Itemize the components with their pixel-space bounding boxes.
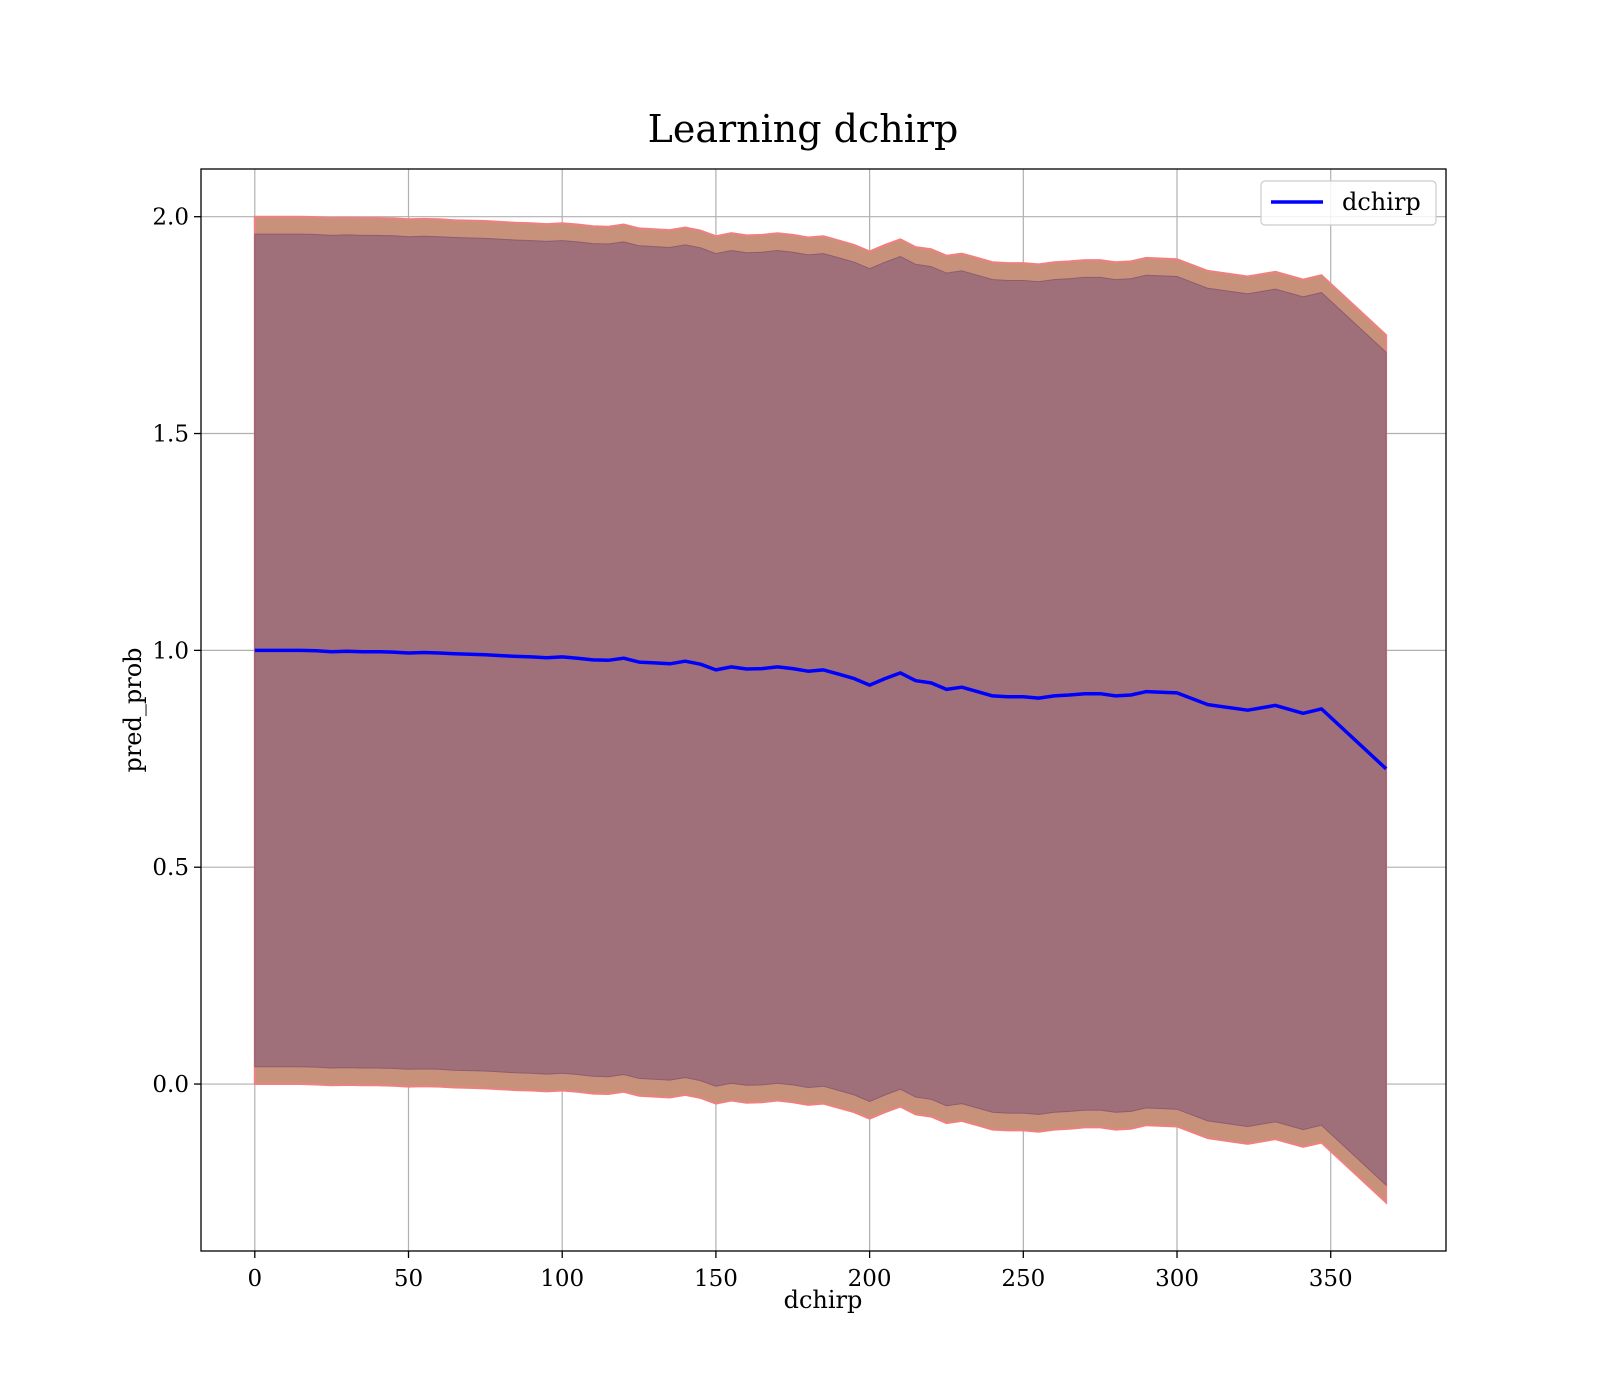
legend-box: [1260, 180, 1437, 226]
x-tick-label: 50: [394, 1266, 423, 1292]
y-tick-label: 2.0: [152, 205, 189, 231]
y-axis-label: pred_prob: [119, 647, 147, 772]
x-tick-label: 350: [1309, 1266, 1353, 1292]
series-lines: [254, 648, 1388, 771]
x-axis: 0 50 100 150 200 250 300 350: [247, 1251, 1353, 1292]
x-tick-label: 0: [247, 1266, 262, 1292]
legend-label: dchirp: [1342, 188, 1421, 216]
x-tick-label: 100: [540, 1266, 584, 1292]
chart-title: Learning dchirp: [648, 107, 959, 151]
x-tick-label: 200: [848, 1266, 892, 1292]
y-tick-label: 0.5: [152, 855, 189, 881]
series-line-dchirp: [254, 648, 1388, 771]
y-tick-label: 0.0: [152, 1072, 189, 1098]
x-tick-label: 150: [694, 1266, 738, 1292]
confidence-bands: [253, 215, 1388, 1205]
legend: dchirp: [1260, 180, 1437, 226]
plot-area-frame: [200, 168, 1447, 1252]
inner-confidence-band: [254, 233, 1387, 1187]
y-tick-label: 1.0: [152, 638, 189, 664]
y-tick-label: 1.5: [152, 422, 189, 448]
x-tick-label: 300: [1155, 1266, 1199, 1292]
y-axis: 0.0 0.5 1.0 1.5 2.0: [152, 205, 201, 1098]
x-tick-label: 250: [1001, 1266, 1045, 1292]
x-axis-label: dchirp: [784, 1286, 863, 1314]
